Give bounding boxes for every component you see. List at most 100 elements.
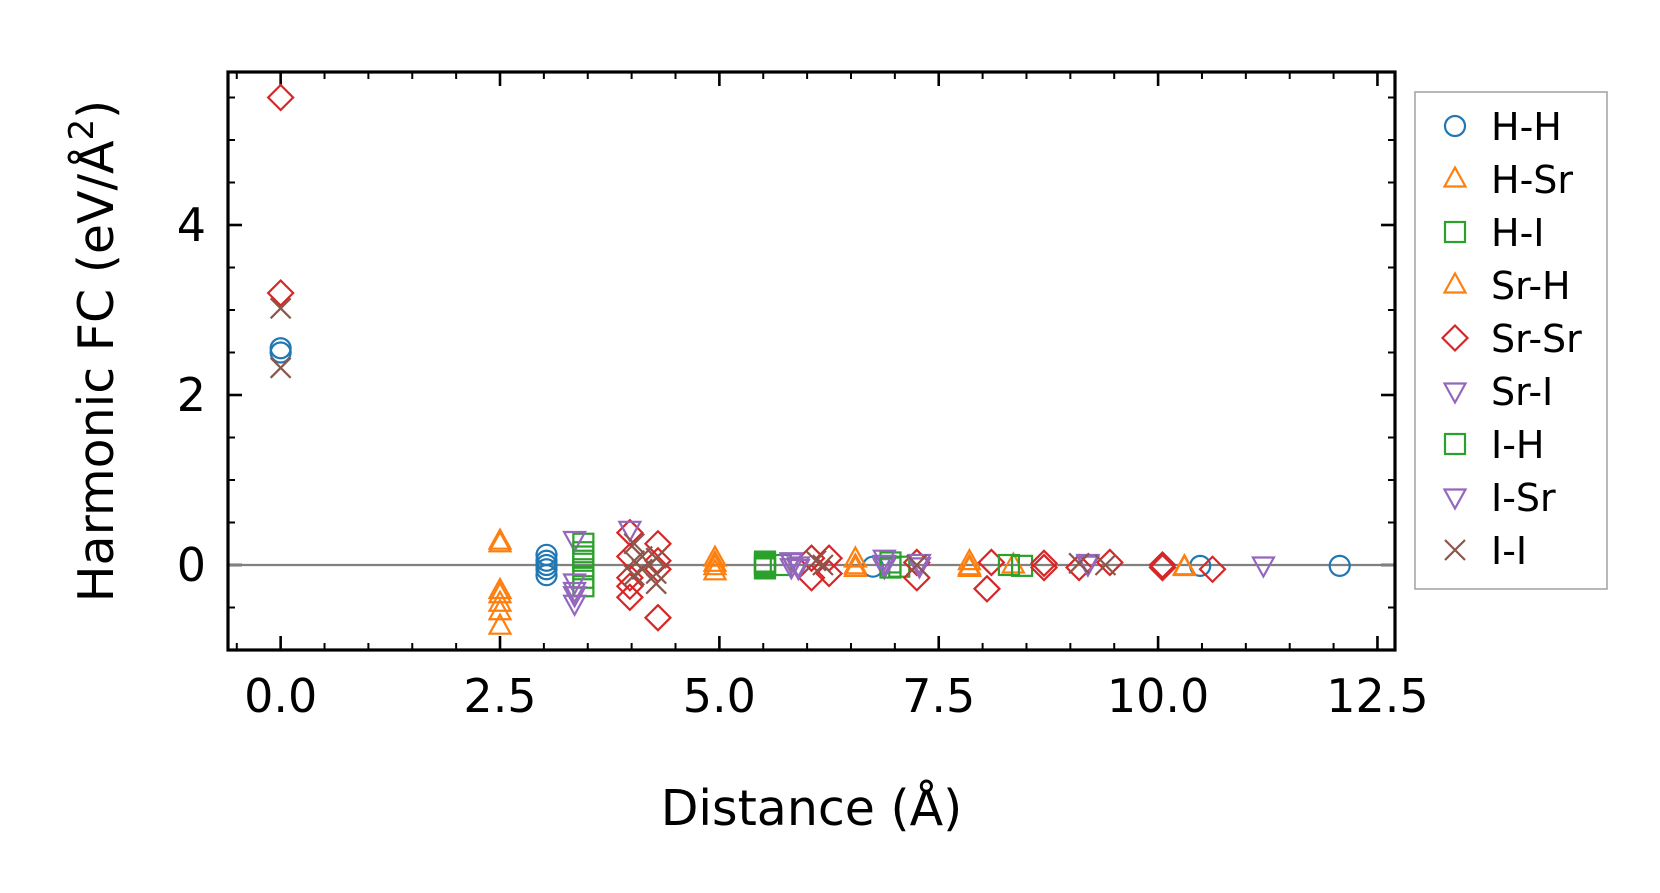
legend-item: Sr-I [1442, 370, 1553, 414]
data-point [814, 559, 844, 588]
legend-label: H-I [1491, 211, 1545, 255]
y-tick-label: 0 [177, 538, 206, 592]
data-point [1068, 552, 1090, 575]
legend-marker [1440, 323, 1470, 353]
series-h-h [269, 337, 1351, 587]
x-tick-label: 5.0 [683, 669, 756, 723]
legend-label: H-H [1491, 105, 1562, 149]
legend-item: H-H [1443, 105, 1562, 149]
legend-marker [1443, 432, 1467, 456]
legend-item: I-H [1443, 423, 1545, 467]
data-point [623, 532, 646, 555]
data-point [778, 552, 804, 576]
legend-marker [1444, 539, 1466, 561]
legend-marker [1443, 220, 1467, 244]
data-point [535, 564, 558, 587]
legend-marker [1442, 382, 1468, 405]
legend-label: Sr-Sr [1491, 317, 1582, 361]
legend-marker [1442, 271, 1468, 294]
y-axis-ticks [228, 96, 1395, 651]
data-point [535, 558, 558, 581]
y-axis-label-tail: ) [68, 100, 125, 119]
data-point [843, 545, 868, 568]
legend-item: H-Sr [1442, 158, 1573, 202]
y-axis-label-superscript: 2 [62, 119, 102, 141]
y-axis-label: Harmonic FC (eV/Å2) [62, 100, 125, 603]
data-points [266, 83, 1351, 635]
data-point [615, 572, 644, 601]
data-point [997, 553, 1021, 577]
data-point [562, 594, 587, 618]
legend-marker [1442, 165, 1468, 188]
data-point [702, 544, 728, 567]
x-tick-label: 7.5 [902, 669, 975, 723]
data-point [1094, 554, 1117, 576]
data-point [1029, 553, 1059, 582]
data-point [487, 597, 513, 621]
data-point [972, 574, 1002, 603]
legend: H-H H-Sr H-I Sr-H Sr-Sr Sr-I I-H I-Sr I-I [1414, 91, 1608, 590]
x-tick-label: 10.0 [1107, 669, 1209, 723]
data-point [266, 278, 295, 308]
data-point [843, 552, 868, 575]
x-tick-labels: 0.0 2.5 5.0 7.5 10.0 12.5 [244, 669, 1429, 723]
data-point [643, 603, 673, 632]
data-point [1172, 553, 1197, 577]
data-point [562, 581, 587, 605]
legend-item: I-Sr [1442, 476, 1556, 520]
data-point [487, 612, 513, 635]
plot-frame [226, 70, 1397, 652]
data-point [1251, 556, 1276, 579]
data-point [615, 583, 644, 612]
x-axis-ticks [235, 72, 1379, 650]
data-point [645, 562, 667, 585]
data-point [906, 554, 928, 576]
series-h-sr [487, 527, 1197, 635]
data-point [797, 563, 826, 592]
data-point [1198, 555, 1227, 584]
data-point [977, 548, 1006, 577]
series-sr-h [487, 529, 1197, 604]
data-point [702, 549, 728, 572]
y-tick-label: 2 [177, 368, 206, 422]
legend-label: I-Sr [1491, 476, 1556, 520]
data-point [843, 554, 868, 578]
x-tick-label: 2.5 [463, 669, 536, 723]
data-point [645, 572, 667, 595]
data-point [572, 545, 595, 568]
data-point [1029, 549, 1059, 578]
data-point [871, 558, 897, 581]
series-sr-sr [266, 83, 1227, 632]
data-point [1065, 553, 1094, 582]
legend-label: Sr-H [1491, 264, 1571, 308]
data-point [562, 530, 587, 554]
data-point [785, 556, 811, 579]
data-point [1095, 548, 1124, 577]
data-point [269, 357, 292, 379]
x-tick-label: 12.5 [1326, 669, 1428, 723]
data-point [1148, 553, 1177, 582]
y-tick-label: 4 [177, 198, 206, 252]
legend-item: Sr-H [1442, 264, 1571, 308]
data-point [702, 552, 728, 576]
data-point [269, 337, 292, 360]
legend-label: H-Sr [1491, 158, 1573, 202]
data-point [957, 547, 982, 571]
data-point [805, 549, 827, 572]
legend-box [1414, 91, 1608, 590]
legend-label: Sr-I [1491, 370, 1553, 414]
legend-marker [1443, 114, 1467, 138]
y-axis-label-main: Harmonic FC (eV/Å [66, 140, 125, 602]
legend-label: I-I [1491, 529, 1527, 573]
data-point [907, 553, 932, 577]
data-point [1148, 550, 1177, 580]
legend-item: Sr-Sr [1440, 317, 1582, 361]
data-point [785, 558, 811, 582]
data-point [812, 554, 834, 576]
data-point [487, 529, 513, 553]
data-point [957, 552, 982, 576]
data-point [266, 83, 295, 112]
data-point [1328, 554, 1351, 577]
data-point [487, 527, 513, 550]
